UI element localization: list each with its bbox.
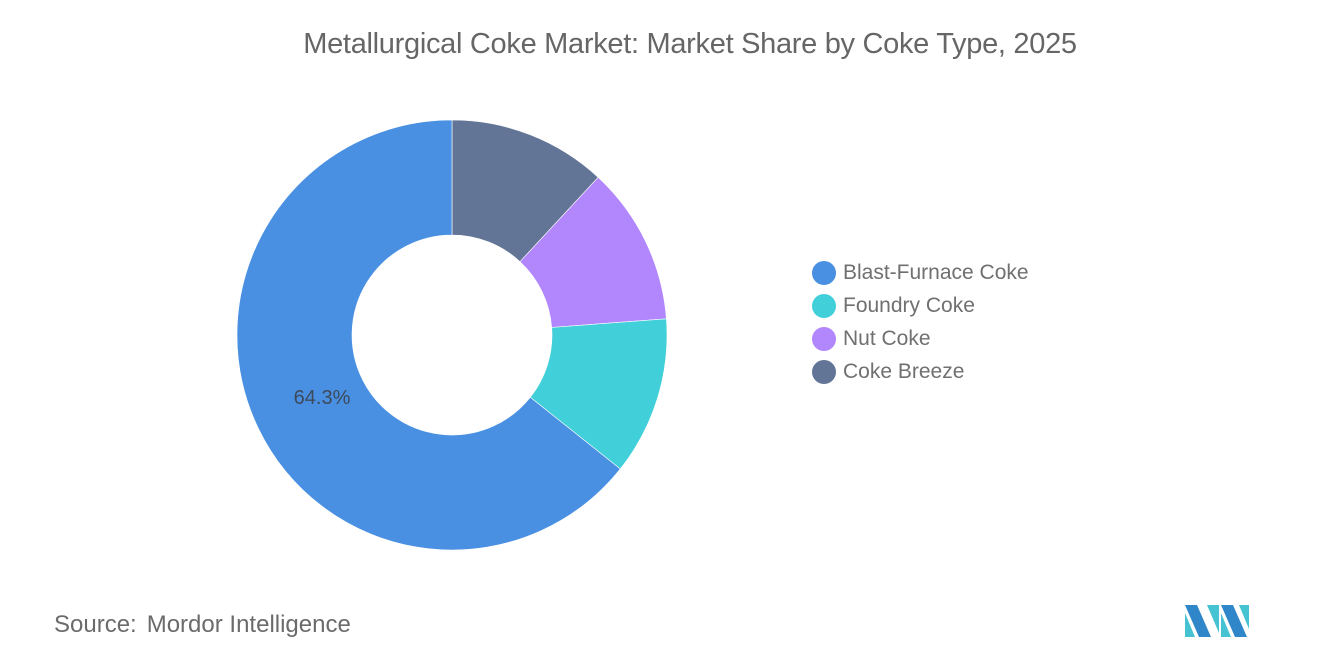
legend-label: Foundry Coke [843,293,975,317]
mordor-intelligence-logo-icon [1185,605,1249,637]
source-note: Source: Mordor Intelligence [54,611,351,639]
legend-label: Blast-Furnace Coke [843,260,1029,284]
slice-coke-breeze [451,119,599,263]
legend-swatch-icon [812,260,836,285]
legend-label: Coke Breeze [843,359,965,383]
legend-item-blast-furnace-coke: Blast-Furnace Coke [812,256,1029,289]
source-label: Source: [54,611,137,638]
legend-item-foundry-coke: Foundry Coke [812,289,1029,322]
legend-swatch-icon [812,359,836,384]
chart-title: Metallurgical Coke Market: Market Share … [303,28,1077,60]
slice-label-blast-furnace-coke: 64.3% [294,387,351,409]
donut-slices [236,119,668,551]
legend-swatch-icon [812,326,836,351]
chart-legend: Blast-Furnace Coke Foundry Coke Nut Coke… [812,256,1029,388]
slice-nut-coke [519,176,667,328]
slice-foundry-coke [529,318,668,470]
legend-item-nut-coke: Nut Coke [812,322,1029,355]
legend-label: Nut Coke [843,326,931,350]
source-value: Mordor Intelligence [146,611,351,638]
slice-blast-furnace-coke [236,119,621,551]
legend-swatch-icon [812,293,836,318]
legend-item-coke-breeze: Coke Breeze [812,355,1029,388]
